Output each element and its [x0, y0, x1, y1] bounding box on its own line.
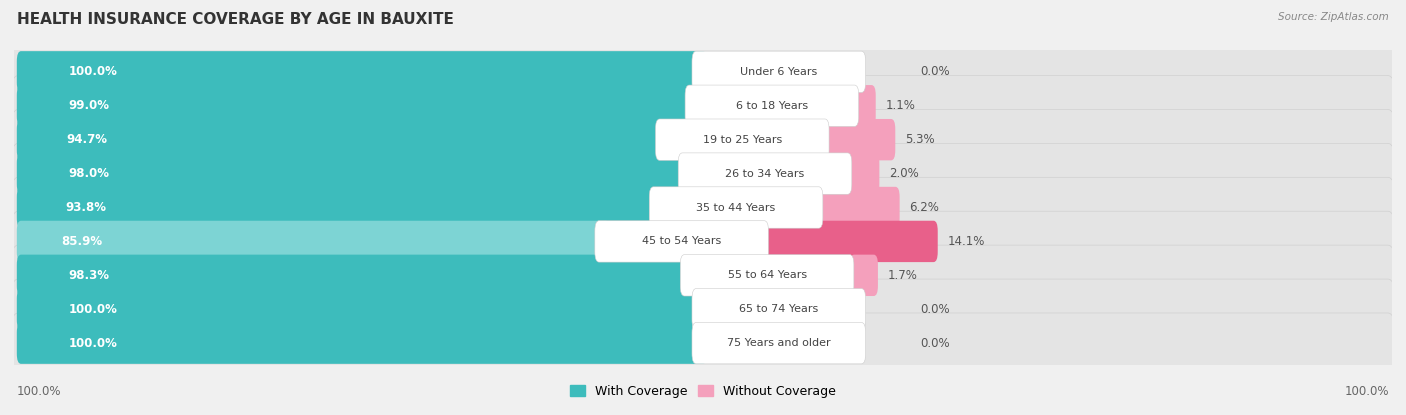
Text: 93.8%: 93.8% — [66, 201, 107, 214]
Text: 100.0%: 100.0% — [69, 337, 118, 350]
Text: 75 Years and older: 75 Years and older — [727, 338, 831, 348]
Text: 19 to 25 Years: 19 to 25 Years — [703, 135, 782, 145]
FancyBboxPatch shape — [11, 110, 1395, 170]
Text: Under 6 Years: Under 6 Years — [740, 67, 817, 77]
FancyBboxPatch shape — [11, 279, 1395, 339]
Text: 5.3%: 5.3% — [905, 133, 935, 146]
FancyBboxPatch shape — [11, 313, 1395, 374]
FancyBboxPatch shape — [855, 85, 876, 127]
FancyBboxPatch shape — [825, 119, 896, 160]
Text: 0.0%: 0.0% — [921, 337, 950, 350]
Text: 98.3%: 98.3% — [69, 269, 110, 282]
FancyBboxPatch shape — [11, 76, 1395, 136]
Text: 26 to 34 Years: 26 to 34 Years — [725, 168, 804, 178]
Text: 85.9%: 85.9% — [62, 235, 103, 248]
FancyBboxPatch shape — [678, 153, 852, 194]
Text: Source: ZipAtlas.com: Source: ZipAtlas.com — [1278, 12, 1389, 22]
FancyBboxPatch shape — [655, 119, 830, 160]
FancyBboxPatch shape — [692, 51, 866, 93]
Text: 14.1%: 14.1% — [948, 235, 984, 248]
Text: 100.0%: 100.0% — [1344, 386, 1389, 398]
Text: 99.0%: 99.0% — [69, 99, 110, 112]
FancyBboxPatch shape — [685, 85, 859, 127]
Text: 0.0%: 0.0% — [921, 65, 950, 78]
Text: 100.0%: 100.0% — [17, 386, 62, 398]
Text: 55 to 64 Years: 55 to 64 Years — [727, 270, 807, 280]
FancyBboxPatch shape — [17, 119, 671, 160]
FancyBboxPatch shape — [11, 211, 1395, 271]
FancyBboxPatch shape — [17, 288, 707, 330]
Text: 100.0%: 100.0% — [69, 65, 118, 78]
Text: 94.7%: 94.7% — [66, 133, 107, 146]
Text: 1.1%: 1.1% — [886, 99, 915, 112]
FancyBboxPatch shape — [595, 221, 769, 262]
FancyBboxPatch shape — [11, 144, 1395, 204]
FancyBboxPatch shape — [818, 187, 900, 228]
Text: 45 to 54 Years: 45 to 54 Years — [643, 237, 721, 247]
FancyBboxPatch shape — [681, 255, 853, 296]
FancyBboxPatch shape — [11, 42, 1395, 102]
FancyBboxPatch shape — [17, 187, 665, 228]
Text: 6 to 18 Years: 6 to 18 Years — [735, 101, 808, 111]
Text: 35 to 44 Years: 35 to 44 Years — [696, 203, 776, 212]
FancyBboxPatch shape — [765, 221, 938, 262]
Legend: With Coverage, Without Coverage: With Coverage, Without Coverage — [565, 380, 841, 403]
FancyBboxPatch shape — [848, 153, 879, 194]
FancyBboxPatch shape — [17, 153, 693, 194]
FancyBboxPatch shape — [17, 255, 696, 296]
Text: 65 to 74 Years: 65 to 74 Years — [740, 304, 818, 314]
FancyBboxPatch shape — [849, 255, 877, 296]
FancyBboxPatch shape — [692, 322, 866, 364]
Text: 0.0%: 0.0% — [921, 303, 950, 316]
Text: 2.0%: 2.0% — [889, 167, 918, 180]
Text: 6.2%: 6.2% — [910, 201, 939, 214]
FancyBboxPatch shape — [17, 85, 700, 127]
FancyBboxPatch shape — [17, 51, 707, 93]
FancyBboxPatch shape — [17, 322, 707, 364]
FancyBboxPatch shape — [11, 177, 1395, 238]
FancyBboxPatch shape — [692, 288, 866, 330]
FancyBboxPatch shape — [17, 221, 610, 262]
Text: 98.0%: 98.0% — [67, 167, 110, 180]
Text: 1.7%: 1.7% — [887, 269, 918, 282]
Text: HEALTH INSURANCE COVERAGE BY AGE IN BAUXITE: HEALTH INSURANCE COVERAGE BY AGE IN BAUX… — [17, 12, 454, 27]
FancyBboxPatch shape — [11, 245, 1395, 305]
Text: 100.0%: 100.0% — [69, 303, 118, 316]
FancyBboxPatch shape — [650, 187, 823, 228]
